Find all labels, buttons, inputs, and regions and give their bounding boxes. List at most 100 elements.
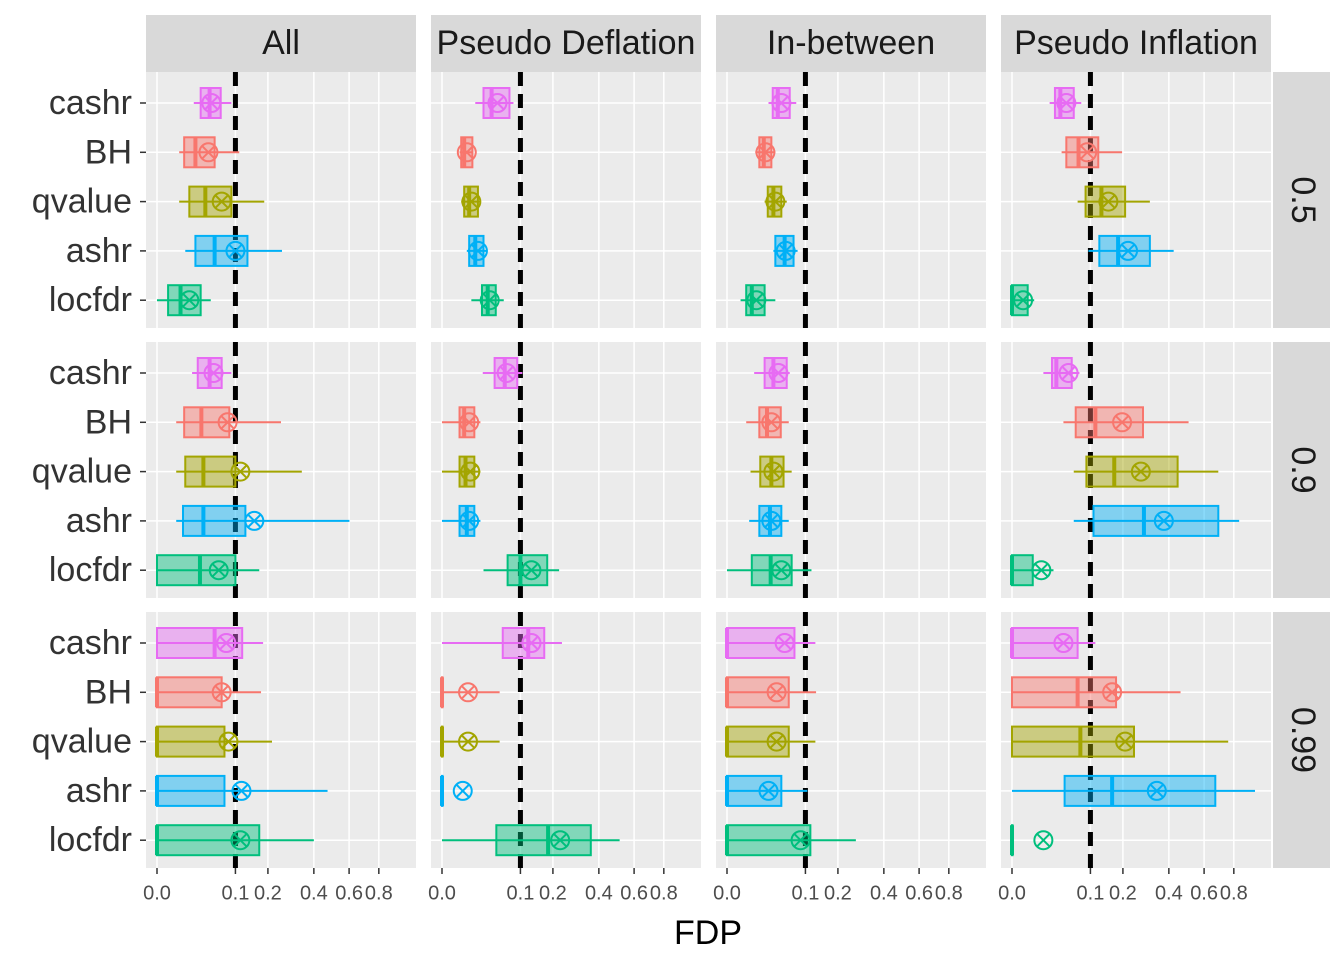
x-tick-label: 0.8: [650, 882, 678, 904]
box: [156, 554, 237, 587]
x-tick-label: 0.4: [1155, 882, 1183, 904]
mean-marker: [1058, 363, 1079, 383]
y-tick-label: qvalue: [32, 723, 132, 761]
mean-marker: [746, 290, 767, 311]
panel-background: [431, 342, 701, 598]
box: [182, 504, 247, 537]
mean-marker: [1056, 93, 1077, 113]
x-tick-label: 0.0: [143, 882, 171, 904]
mean-marker: [244, 510, 265, 531]
mean-marker: [467, 240, 488, 261]
facet-strip: [431, 15, 701, 72]
panel-background: [1001, 612, 1271, 868]
mean-marker: [1115, 731, 1136, 752]
box: [156, 824, 261, 857]
mean-marker: [198, 142, 219, 163]
box: [183, 406, 231, 439]
mean-marker: [1130, 461, 1151, 482]
facet-column-label: All: [262, 24, 300, 62]
box: [1011, 627, 1079, 659]
mean-marker: [771, 560, 792, 581]
mean-marker: [766, 731, 787, 752]
mean-marker: [225, 240, 246, 261]
mean-marker: [201, 93, 222, 113]
mean-marker: [771, 93, 792, 113]
mean-marker: [765, 191, 786, 212]
mean-marker: [179, 290, 200, 311]
y-tick-label: qvalue: [32, 453, 132, 491]
y-tick-label: locfdr: [49, 281, 132, 319]
box: [458, 406, 476, 439]
mean-marker: [208, 560, 229, 581]
facet-strip: [146, 15, 416, 72]
facet-row-label: 0.9: [1284, 446, 1322, 493]
facet-column-label: Pseudo Inflation: [1014, 24, 1258, 62]
y-tick-label: qvalue: [32, 183, 132, 221]
mean-marker: [459, 510, 480, 531]
box: [1065, 136, 1100, 169]
box: [1098, 234, 1151, 267]
y-tick-label: cashr: [49, 624, 132, 662]
x-tick-label: 0.6: [335, 882, 363, 904]
mean-marker: [521, 633, 542, 653]
x-tick-label: 0.1: [222, 882, 250, 904]
mean-marker: [458, 731, 479, 752]
mean-marker: [203, 363, 224, 383]
mean-marker: [1146, 780, 1167, 801]
x-tick-label: 0.1: [1077, 882, 1105, 904]
x-tick-label: 0.4: [870, 882, 898, 904]
box: [1074, 406, 1144, 439]
facet-strip: [1273, 72, 1330, 328]
mean-marker: [1053, 633, 1074, 653]
box: [1011, 554, 1034, 587]
mean-marker: [521, 560, 542, 581]
box: [726, 824, 812, 857]
mean-marker: [763, 461, 784, 482]
box: [726, 774, 783, 807]
box: [1011, 676, 1118, 709]
mean-marker: [775, 240, 796, 261]
mean-marker: [217, 412, 238, 433]
box: [188, 185, 233, 218]
y-tick-label: BH: [85, 673, 132, 711]
facet-row-label: 0.5: [1284, 176, 1322, 223]
mean-marker: [211, 682, 232, 703]
y-tick-label: BH: [85, 133, 132, 171]
x-tick-label: 0.6: [905, 882, 933, 904]
mean-marker: [487, 93, 508, 113]
x-tick-label: 0.2: [254, 882, 282, 904]
facet-column-label: In-between: [767, 24, 935, 62]
mean-marker: [479, 290, 500, 311]
box: [156, 725, 226, 758]
x-tick-label: 0.6: [620, 882, 648, 904]
mean-marker: [230, 461, 251, 482]
x-tick-label: 0.1: [507, 882, 535, 904]
facet-strip: [1273, 342, 1330, 598]
mean-marker: [496, 363, 517, 383]
mean-marker: [456, 142, 477, 163]
x-tick-label: 0.2: [824, 882, 852, 904]
panel-background: [1001, 342, 1271, 598]
mean-marker: [1153, 510, 1174, 531]
y-tick-label: cashr: [49, 84, 132, 122]
mean-marker: [230, 830, 251, 851]
mean-marker: [459, 412, 480, 433]
y-tick-label: locfdr: [49, 821, 132, 859]
mean-marker: [755, 142, 776, 163]
x-tick-label: 0.8: [365, 882, 393, 904]
y-tick-label: locfdr: [49, 551, 132, 589]
mean-marker: [231, 780, 252, 801]
y-tick-label: BH: [85, 403, 132, 441]
box: [726, 725, 790, 758]
box: [1063, 774, 1217, 807]
mean-marker: [1118, 240, 1139, 261]
mean-marker: [458, 682, 479, 703]
mean-marker: [452, 780, 473, 801]
mean-marker: [790, 830, 811, 851]
box: [184, 455, 237, 488]
mean-marker: [758, 780, 779, 801]
mean-marker: [761, 510, 782, 531]
mean-marker: [1098, 191, 1119, 212]
y-tick-label: ashr: [66, 772, 132, 810]
